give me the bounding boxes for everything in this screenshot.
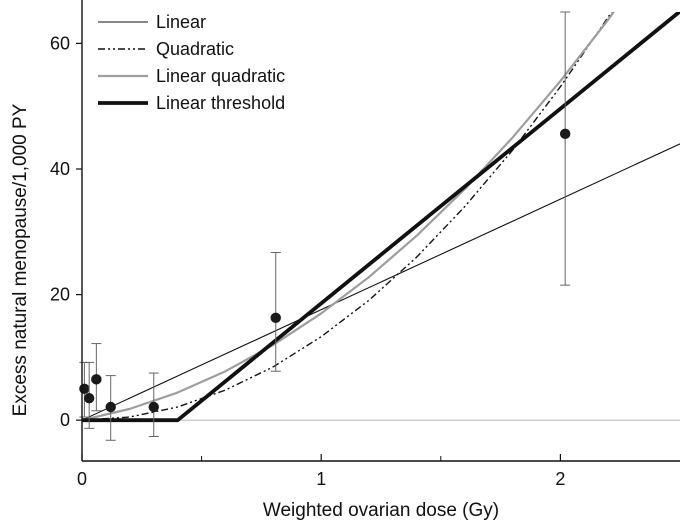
- x-axis-title: Weighted ovarian dose (Gy): [263, 500, 499, 521]
- point-marker: [559, 128, 571, 140]
- legend-label-linear-threshold: Linear threshold: [156, 93, 285, 113]
- data-point-3: [91, 343, 102, 412]
- legend-label-linear-quadratic: Linear quadratic: [156, 66, 285, 86]
- point-marker: [79, 383, 90, 394]
- x-tick-label-2: 2: [555, 469, 565, 489]
- data-point-5: [148, 372, 159, 438]
- legend: Linear Quadratic Linear quadratic Linear th…: [98, 12, 285, 113]
- point-marker: [270, 312, 281, 324]
- series-layer: [82, 12, 680, 423]
- data-point-2: [83, 361, 95, 429]
- point-marker: [91, 374, 102, 385]
- series-line-quadratic: [82, 12, 613, 421]
- axes-layer: 0 20 40 60 0 1 2: [50, 0, 680, 489]
- data-point-4: [105, 375, 116, 441]
- x-tick-label-0: 0: [77, 469, 87, 489]
- legend-entry-linear-threshold: Linear threshold: [98, 93, 285, 113]
- y-axis-title: Excess natural menopause/1,000 PY: [10, 103, 31, 416]
- series-line-linear-quadratic: [82, 12, 616, 422]
- point-marker: [83, 393, 95, 404]
- legend-entry-linear-quadratic: Linear quadratic: [98, 66, 285, 86]
- data-point-1: [79, 361, 90, 418]
- data-point-6: [270, 252, 281, 372]
- point-marker: [148, 401, 159, 413]
- legend-label-linear: Linear: [156, 12, 206, 32]
- legend-label-quadratic: Quadratic: [156, 39, 234, 59]
- series-line-linear-threshold: [82, 12, 680, 423]
- points-layer: [79, 11, 571, 441]
- point-marker: [105, 401, 116, 413]
- x-tick-label-1: 1: [316, 469, 326, 489]
- y-tick-label-60: 60: [50, 33, 70, 53]
- series-line-linear: [82, 143, 680, 421]
- legend-entry-linear: Linear: [98, 12, 206, 32]
- y-tick-label-0: 0: [60, 410, 70, 430]
- legend-entry-quadratic: Quadratic: [98, 39, 234, 59]
- y-tick-label-20: 20: [50, 285, 70, 305]
- y-tick-label-40: 40: [50, 159, 70, 179]
- data-point-7: [559, 11, 571, 286]
